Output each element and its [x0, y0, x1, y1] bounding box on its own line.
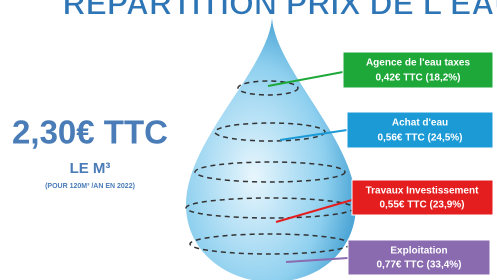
price-amount: 2,30€ TTC	[12, 114, 168, 151]
segment-amount: 0,56€ TTC (24,5%)	[377, 133, 462, 144]
water-drop	[186, 18, 356, 280]
infographic: RÉPARTITION PRIX DE L'EAU 2,30€ TTC LE M…	[0, 0, 497, 280]
segment-label: Achat d'eau	[392, 118, 448, 129]
segment-label: Travaux Investissement	[366, 186, 480, 197]
segment-amount: 0,55€ TTC (23,9%)	[379, 200, 464, 211]
price-unit: LE M³	[70, 160, 111, 177]
price-note: (POUR 120M³ /AN EN 2022)	[45, 183, 135, 190]
segment-label: Agence de l'eau taxes	[366, 58, 471, 69]
segment-amount: 0,42€ TTC (18,2%)	[375, 73, 460, 84]
page: {"header": {"title": "RÉPARTITION PRIX D…	[0, 0, 497, 280]
segment-amount: 0,77€ TTC (33,4%)	[376, 260, 461, 271]
segment-label: Exploitation	[390, 246, 447, 257]
title: RÉPARTITION PRIX DE L'EAU	[62, 0, 497, 21]
